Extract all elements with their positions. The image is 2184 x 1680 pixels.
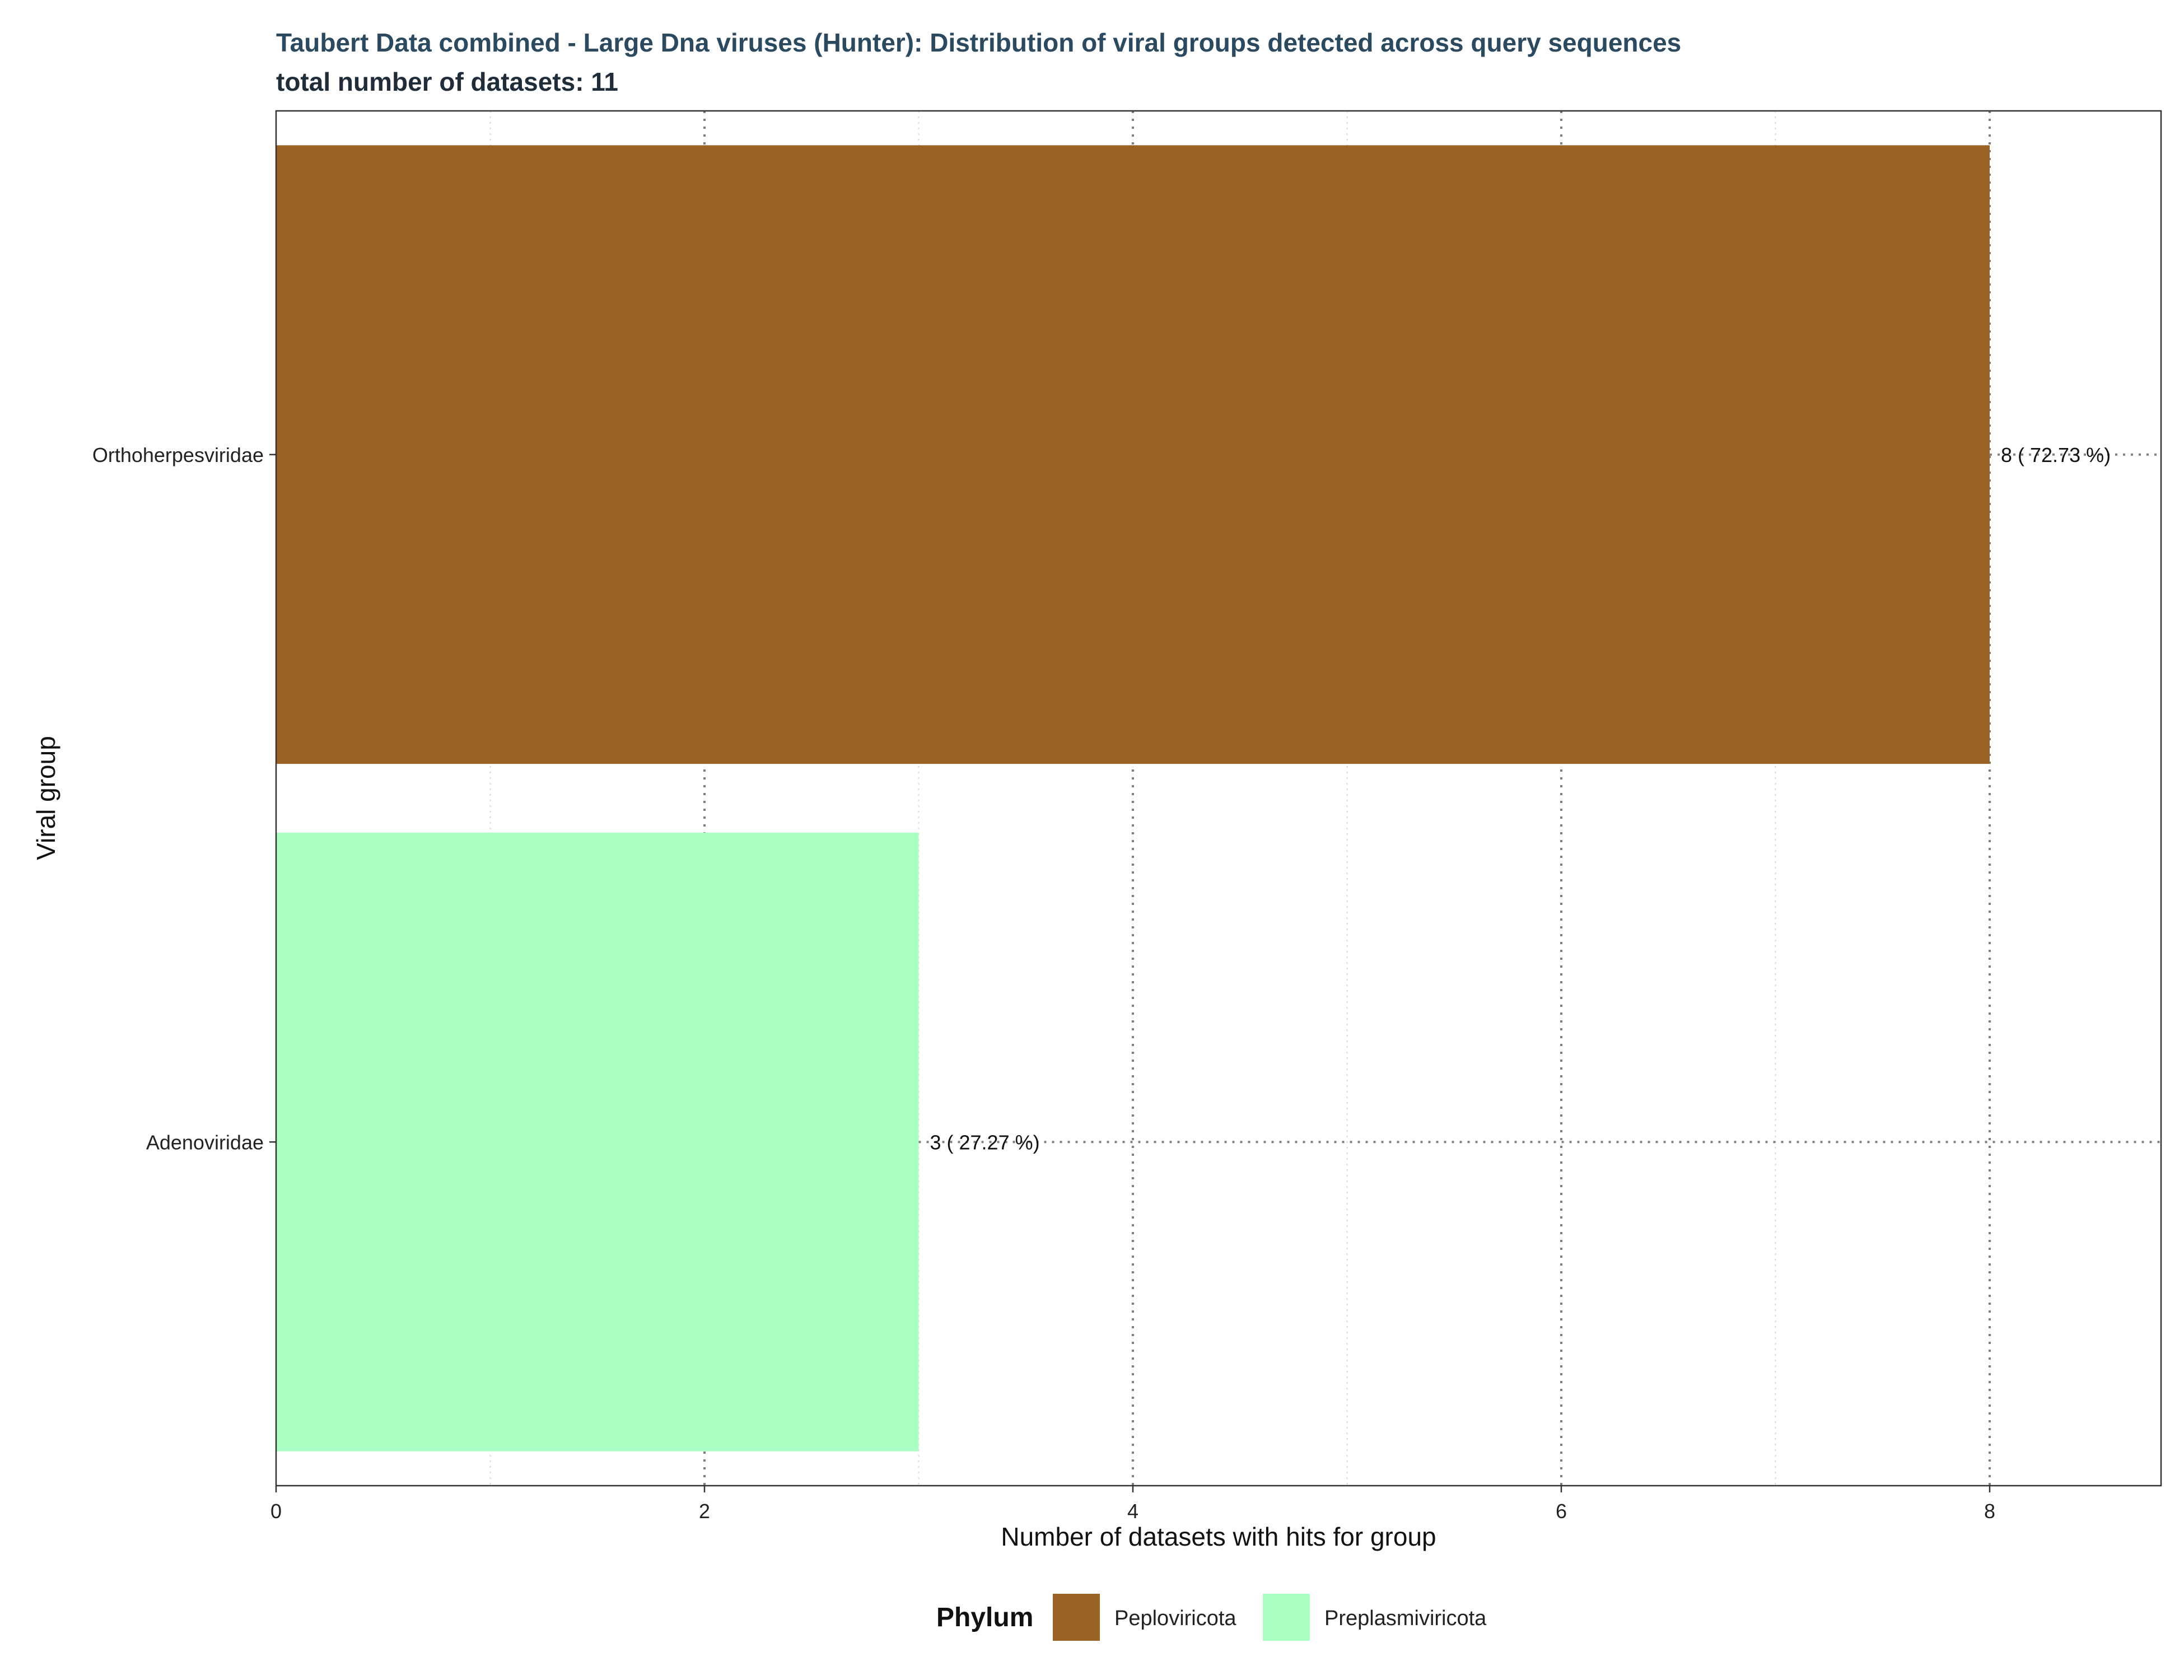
x-tick-label: 2 — [699, 1500, 710, 1523]
legend-label: Preplasmiviricota — [1324, 1607, 1487, 1630]
x-tick-label: 8 — [1984, 1500, 1995, 1523]
data-label: 3 ( 27.27 %) — [930, 1131, 1040, 1154]
axes: Orthoherpesviridae Adenoviridae 0 2 4 6 8 — [92, 444, 1995, 1523]
legend-item: Peploviricota — [1053, 1594, 1236, 1641]
bar-orthoherpesviridae — [276, 145, 1990, 764]
legend-title: Phylum — [936, 1603, 1033, 1632]
y-tick-label: Adenoviridae — [146, 1131, 264, 1154]
legend-swatch — [1053, 1594, 1100, 1641]
y-axis-title: Viral group — [31, 736, 60, 860]
x-tick-label: 6 — [1556, 1500, 1567, 1523]
plot-panel-border — [275, 110, 2162, 1487]
value-guide-lines — [918, 453, 2161, 1144]
y-tick-label: Orthoherpesviridae — [92, 444, 264, 466]
legend-item: Preplasmiviricota — [1263, 1594, 1487, 1641]
data-labels: 8 ( 72.73 %) 3 ( 27.27 %) — [930, 444, 2111, 1154]
chart-subtitle: total number of datasets: 11 — [276, 67, 618, 96]
legend: Phylum Peploviricota Preplasmiviricota — [936, 1594, 1487, 1641]
x-tick-label: 4 — [1127, 1500, 1138, 1523]
legend-label: Peploviricota — [1114, 1607, 1236, 1630]
legend-swatch — [1263, 1594, 1310, 1641]
chart-title: Taubert Data combined - Large Dna viruse… — [276, 28, 1681, 57]
bars — [276, 145, 1990, 1452]
bar-adenoviridae — [276, 832, 919, 1452]
data-label: 8 ( 72.73 %) — [2001, 444, 2111, 466]
x-axis-title: Number of datasets with hits for group — [1001, 1522, 1436, 1551]
x-tick-label: 0 — [270, 1500, 282, 1523]
